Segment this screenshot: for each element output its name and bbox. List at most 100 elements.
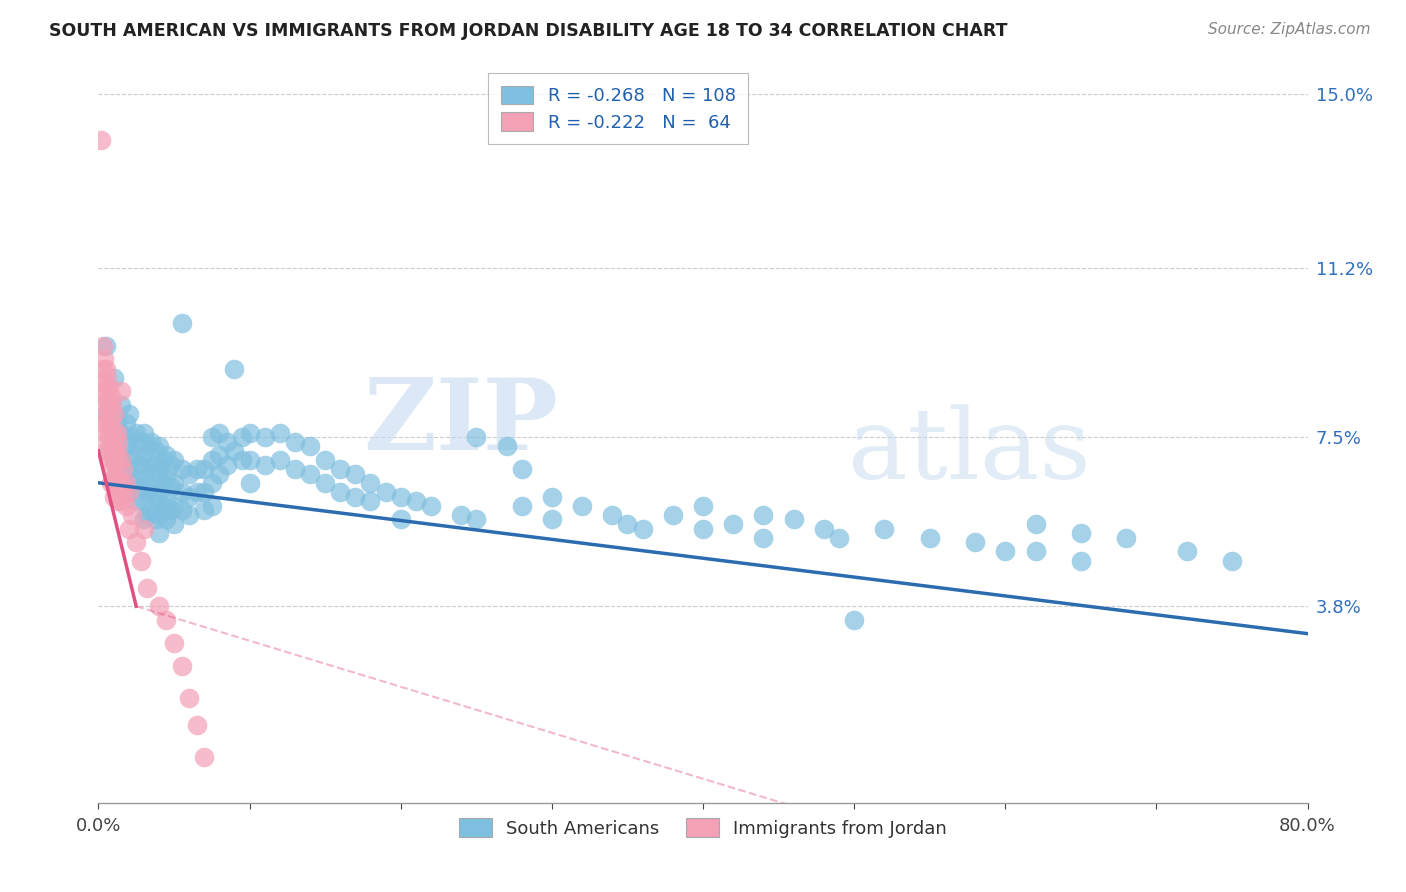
Point	[103, 370, 125, 384]
Point	[215, 434, 238, 449]
Point	[186, 718, 208, 732]
Point	[114, 439, 136, 453]
Point	[98, 443, 121, 458]
Point	[374, 485, 396, 500]
Point	[136, 508, 159, 522]
Point	[155, 512, 177, 526]
Point	[132, 521, 155, 535]
Point	[141, 480, 163, 494]
Point	[96, 434, 118, 449]
Text: atlas: atlas	[848, 404, 1091, 500]
Point	[253, 430, 276, 444]
Point	[602, 508, 624, 522]
Point	[752, 531, 775, 545]
Point	[148, 508, 170, 522]
Point	[129, 458, 152, 472]
Point	[163, 499, 186, 513]
Point	[91, 361, 114, 376]
Point	[193, 485, 215, 500]
Point	[129, 480, 152, 494]
Point	[103, 490, 125, 504]
Point	[224, 361, 246, 376]
Point	[420, 499, 443, 513]
Point	[141, 503, 163, 517]
Point	[93, 417, 115, 431]
Point	[93, 398, 115, 412]
Point	[160, 458, 183, 472]
Point	[118, 407, 141, 421]
Point	[193, 462, 215, 476]
Point	[98, 425, 121, 440]
Point	[100, 475, 122, 490]
Point	[118, 485, 141, 500]
Point	[170, 503, 193, 517]
Point	[125, 535, 148, 549]
Point	[103, 407, 125, 421]
Point	[186, 485, 208, 500]
Point	[145, 512, 167, 526]
Point	[103, 453, 125, 467]
Point	[201, 430, 224, 444]
Point	[96, 393, 118, 408]
Point	[1070, 553, 1092, 567]
Point	[105, 443, 128, 458]
Point	[118, 434, 141, 449]
Point	[94, 361, 117, 376]
Point	[208, 425, 231, 440]
Point	[101, 421, 124, 435]
Point	[344, 467, 367, 481]
Point	[129, 553, 152, 567]
Point	[141, 434, 163, 449]
Point	[94, 425, 117, 440]
Point	[389, 512, 412, 526]
Point	[145, 443, 167, 458]
Point	[94, 384, 117, 399]
Point	[103, 471, 125, 485]
Point	[284, 434, 307, 449]
Point	[208, 449, 231, 463]
Point	[465, 430, 488, 444]
Point	[201, 475, 224, 490]
Point	[163, 516, 186, 531]
Point	[125, 471, 148, 485]
Point	[136, 439, 159, 453]
Point	[100, 389, 122, 403]
Point	[1070, 526, 1092, 541]
Point	[179, 467, 201, 481]
Point	[152, 453, 174, 467]
Point	[136, 485, 159, 500]
Point	[148, 462, 170, 476]
Point	[118, 462, 141, 476]
Point	[103, 430, 125, 444]
Point	[284, 462, 307, 476]
Point	[201, 453, 224, 467]
Point	[253, 458, 276, 472]
Point	[193, 750, 215, 764]
Point	[450, 508, 472, 522]
Point	[101, 398, 124, 412]
Point	[148, 526, 170, 541]
Point	[110, 384, 132, 399]
Point	[100, 417, 122, 431]
Point	[148, 485, 170, 500]
Point	[405, 494, 427, 508]
Point	[239, 475, 262, 490]
Point	[918, 531, 941, 545]
Point	[136, 462, 159, 476]
Point	[155, 494, 177, 508]
Point	[132, 512, 155, 526]
Point	[111, 462, 134, 476]
Point	[107, 494, 129, 508]
Point	[231, 430, 253, 444]
Point	[135, 581, 157, 595]
Point	[132, 449, 155, 463]
Text: Source: ZipAtlas.com: Source: ZipAtlas.com	[1208, 22, 1371, 37]
Point	[141, 458, 163, 472]
Point	[107, 434, 129, 449]
Point	[125, 425, 148, 440]
Point	[132, 471, 155, 485]
Point	[105, 462, 128, 476]
Point	[186, 462, 208, 476]
Point	[571, 499, 593, 513]
Point	[723, 516, 745, 531]
